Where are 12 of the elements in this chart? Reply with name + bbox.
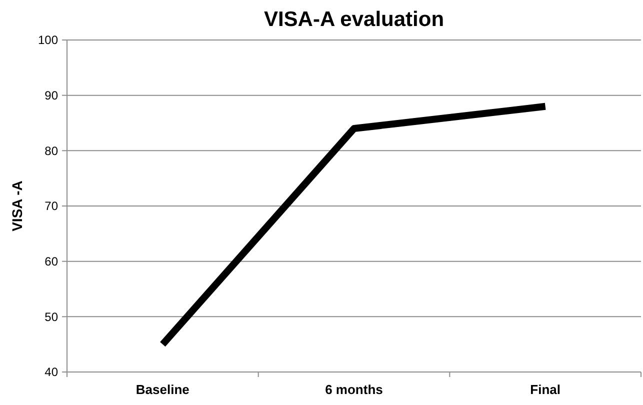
chart-title: VISA-A evaluation [264,8,444,31]
y-tick-label: 60 [44,254,58,269]
x-tick-label: Baseline [136,382,190,397]
y-axis-title: VISA -A [9,180,25,232]
y-tick-label: 90 [44,88,58,103]
y-tick-label: 80 [44,144,58,158]
y-tick-label: 70 [44,199,58,214]
x-tick-label: Final [530,382,561,397]
x-tick-label: 6 months [325,382,383,397]
y-tick-label: 100 [38,33,58,48]
y-tick-label: 50 [44,310,58,324]
y-tick-label: 40 [44,365,58,380]
